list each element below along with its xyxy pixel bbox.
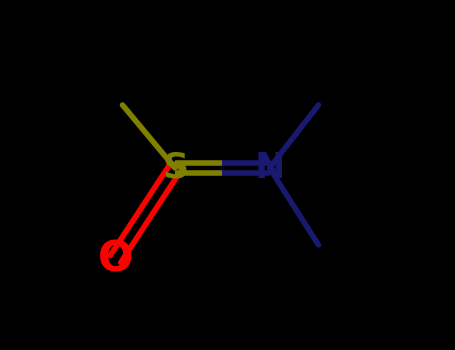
Text: N: N <box>254 151 285 185</box>
Text: O: O <box>98 238 133 280</box>
Text: S: S <box>162 151 188 185</box>
